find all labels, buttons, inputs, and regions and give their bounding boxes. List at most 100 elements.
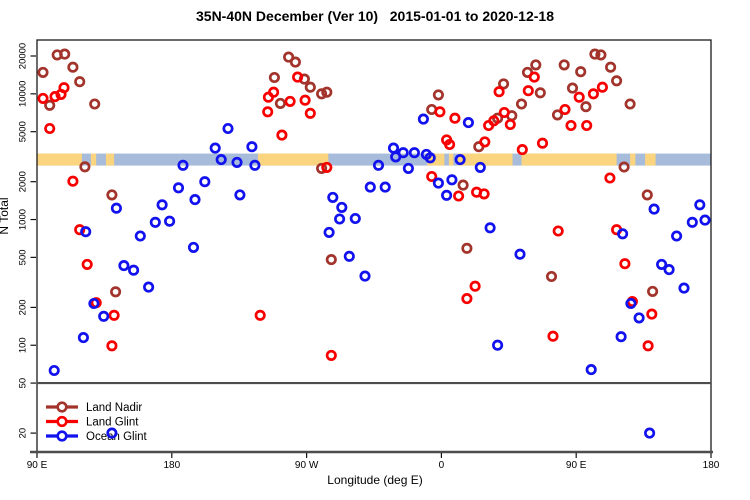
- data-point-ocean-glint: [633, 312, 645, 324]
- data-point-land-nadir: [432, 89, 444, 101]
- data-point-land-glint: [325, 349, 337, 361]
- data-point-ocean-glint: [98, 310, 110, 322]
- map-strip-land-segment: [90, 153, 97, 166]
- data-point-land-nadir: [515, 98, 528, 110]
- data-point-ocean-glint: [462, 117, 474, 129]
- data-point-land-nadir: [304, 81, 316, 93]
- data-point-land-nadir: [530, 59, 542, 71]
- data-point-land-nadir: [274, 97, 286, 109]
- data-point-land-glint: [434, 106, 446, 118]
- data-point-land-nadir: [316, 162, 328, 174]
- data-point-ocean-glint: [249, 159, 261, 171]
- map-strip-land-segment: [645, 153, 656, 166]
- x-tick-label: 0: [439, 460, 445, 471]
- data-point-land-nadir: [589, 48, 601, 60]
- y-tick-label: 20000: [18, 43, 29, 69]
- data-point-ocean-glint: [617, 228, 629, 240]
- data-point-land-glint: [449, 112, 461, 124]
- data-point-ocean-glint: [336, 201, 348, 213]
- chart-title: 35N-40N December (Ver 10) 2015-01-01 to …: [196, 8, 554, 24]
- data-point-ocean-glint: [644, 427, 656, 439]
- legend-marker-circle: [56, 415, 68, 428]
- data-point-ocean-glint: [349, 212, 361, 225]
- data-point-land-nadir: [59, 48, 71, 60]
- x-tick-label: 180: [703, 460, 720, 471]
- data-point-land-glint: [254, 309, 266, 321]
- map-strip-land-segment: [257, 153, 329, 166]
- legend-marker-circle: [56, 401, 68, 413]
- data-point-land-glint: [547, 330, 559, 342]
- data-point-ocean-glint: [149, 216, 161, 228]
- data-point-land-glint: [37, 92, 49, 104]
- data-point-ocean-glint: [446, 174, 458, 186]
- data-point-land-glint: [49, 91, 61, 103]
- data-point-land-glint: [581, 119, 593, 132]
- data-point-land-glint: [74, 224, 86, 236]
- data-point-ocean-glint: [77, 332, 89, 344]
- data-point-ocean-glint: [134, 230, 146, 242]
- map-strip-land-segment: [521, 153, 617, 166]
- data-point-ocean-glint: [686, 216, 698, 228]
- data-point-land-nadir: [289, 56, 301, 68]
- data-point-ocean-glint: [118, 260, 130, 272]
- data-point-land-glint: [522, 85, 534, 97]
- data-point-land-glint: [642, 340, 654, 352]
- data-point-land-glint: [516, 144, 528, 156]
- data-point-land-glint: [483, 119, 495, 132]
- data-point-ocean-glint: [699, 214, 711, 226]
- data-point-land-glint: [321, 161, 333, 173]
- data-point-land-glint: [573, 91, 585, 103]
- data-point-ocean-glint: [327, 191, 339, 203]
- data-point-land-glint: [67, 175, 79, 187]
- data-point-ocean-glint: [417, 113, 429, 125]
- y-tick-label: 10000: [18, 81, 29, 107]
- x-tick-label: 180: [163, 460, 180, 471]
- map-strip-land-segment: [457, 153, 513, 166]
- data-point-land-glint: [565, 119, 577, 132]
- x-tick-label: 90 E: [566, 460, 587, 471]
- data-point-ocean-glint: [199, 176, 211, 188]
- data-point-ocean-glint: [514, 248, 526, 260]
- y-tick-label: 1000: [18, 209, 29, 230]
- data-point-land-nadir: [67, 61, 79, 73]
- y-tick-label: 2000: [18, 171, 29, 192]
- data-point-land-nadir: [457, 179, 469, 191]
- data-point-ocean-glint: [343, 250, 355, 262]
- data-point-land-glint: [55, 88, 67, 100]
- data-point-ocean-glint: [222, 122, 234, 135]
- plot-border: [36, 39, 712, 453]
- data-point-ocean-glint: [156, 199, 168, 211]
- data-point-ocean-glint: [432, 177, 444, 189]
- data-point-ocean-glint: [209, 142, 221, 154]
- data-point-land-glint: [262, 91, 274, 103]
- data-point-ocean-glint: [164, 215, 176, 227]
- y-axis-title: N Total: [0, 197, 11, 234]
- data-point-ocean-glint: [187, 241, 200, 253]
- y-tick-label: 500: [18, 249, 29, 265]
- data-point-land-glint: [478, 188, 490, 200]
- data-point-ocean-glint: [143, 281, 155, 293]
- data-point-ocean-glint: [231, 156, 243, 168]
- data-point-land-glint: [469, 280, 481, 292]
- legend-item-label: Ocean Glint: [86, 431, 148, 443]
- data-point-ocean-glint: [678, 282, 690, 294]
- data-point-ocean-glint: [397, 147, 409, 159]
- data-point-land-glint: [528, 71, 540, 83]
- data-point-land-glint: [292, 71, 304, 83]
- map-strip-land-segment: [630, 153, 636, 166]
- data-point-ocean-glint: [474, 161, 486, 173]
- y-tick-label: 200: [18, 299, 29, 315]
- data-point-land-glint: [619, 258, 631, 270]
- data-point-ocean-glint: [189, 194, 201, 206]
- data-point-land-nadir: [74, 76, 86, 88]
- data-point-land-nadir: [316, 88, 328, 100]
- x-axis-title: Longitude (deg E): [327, 473, 423, 487]
- data-point-ocean-glint: [364, 181, 376, 193]
- data-point-ocean-glint: [177, 159, 189, 171]
- data-point-land-nadir: [545, 270, 558, 283]
- data-point-land-nadir: [618, 161, 630, 173]
- data-point-land-glint: [461, 293, 473, 305]
- data-point-ocean-glint: [585, 364, 597, 376]
